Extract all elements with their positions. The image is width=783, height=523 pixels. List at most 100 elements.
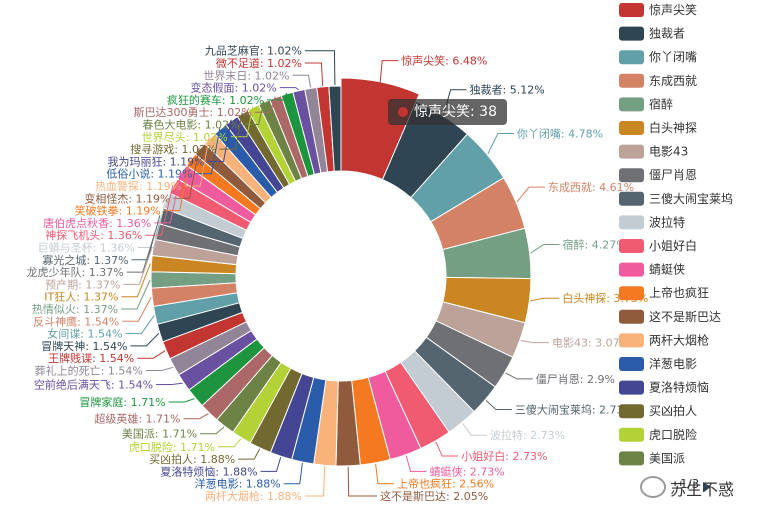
label-line bbox=[242, 101, 265, 125]
slice-label: 微不足道: 1.02% bbox=[216, 56, 302, 70]
legend-item-label[interactable]: 惊声尖笑 bbox=[649, 2, 697, 17]
slice-label: 两杆大烟枪: 1.88% bbox=[205, 489, 302, 503]
label-line bbox=[200, 426, 225, 435]
legend-item-label[interactable]: 你丫闭嘴 bbox=[649, 50, 697, 64]
slice-label: 春色大电影: 1.02% bbox=[142, 117, 239, 131]
slice-label: 巨蟒与圣杯: 1.36% bbox=[38, 240, 135, 254]
legend-item-label[interactable]: 电影43 bbox=[649, 145, 688, 159]
label-line bbox=[279, 87, 299, 91]
legend-next-page-icon[interactable] bbox=[703, 482, 711, 492]
slice-label: 波拉特: 2.73% bbox=[490, 428, 565, 442]
legend-item-label[interactable]: 蜻蜓侠 bbox=[649, 263, 685, 277]
slice-label: 我为玛丽狂: 1.19% bbox=[107, 155, 204, 168]
label-line bbox=[375, 463, 394, 485]
watermark: 苏生不惑 bbox=[640, 476, 780, 500]
legend-item-label[interactable]: 僵尸肖恩 bbox=[649, 168, 697, 182]
legend-item-label[interactable]: 洋葱电影 bbox=[649, 356, 697, 371]
label-line bbox=[168, 398, 195, 403]
label-line bbox=[183, 413, 209, 420]
legend-item-label[interactable]: 宿醉 bbox=[649, 96, 673, 111]
label-line bbox=[516, 186, 545, 203]
legend-swatch[interactable] bbox=[619, 404, 644, 419]
slice-label: 斯巴达300勇士: 1.02% bbox=[134, 106, 252, 119]
label-line bbox=[487, 132, 514, 155]
label-line bbox=[267, 92, 288, 101]
slice-label: 蜻蜓侠: 2.73% bbox=[430, 464, 505, 478]
slice-label: 洋葱电影: 1.88% bbox=[195, 477, 281, 491]
label-line bbox=[347, 466, 377, 497]
slice-label: 超级英雄: 1.71% bbox=[94, 412, 180, 426]
label-line bbox=[462, 422, 487, 436]
tooltip-value: 38 bbox=[479, 104, 497, 120]
label-line bbox=[305, 62, 324, 86]
legend-page-indicator: 1/3 bbox=[680, 477, 699, 491]
legend-item-label[interactable]: 小姐好白 bbox=[649, 238, 697, 253]
legend-item-label[interactable]: 上帝也疯狂 bbox=[649, 285, 709, 300]
legend-item-label[interactable]: 两杆大烟枪 bbox=[649, 332, 709, 347]
legend-swatch[interactable] bbox=[619, 380, 644, 395]
legend-item-label[interactable]: 这不是斯巴达 bbox=[649, 309, 721, 324]
wechat-icon bbox=[640, 476, 666, 498]
legend-swatch[interactable] bbox=[619, 333, 644, 348]
legend-swatch[interactable] bbox=[619, 239, 644, 253]
legend-swatch[interactable] bbox=[619, 262, 644, 277]
slice-label: 预产期: 1.37% bbox=[45, 277, 120, 291]
legend-swatch[interactable] bbox=[619, 144, 644, 159]
slice-label: 王牌贱谍: 1.54% bbox=[48, 351, 134, 365]
slice-label: 这不是斯巴达: 2.05% bbox=[380, 489, 488, 503]
slice-label: 买凶拍人: 1.88% bbox=[149, 452, 235, 466]
legend-item-label[interactable]: 三傻大闹宝莱坞 bbox=[649, 191, 733, 206]
label-line bbox=[137, 350, 166, 359]
legend-swatch[interactable] bbox=[619, 357, 644, 371]
slice-label: 空前绝后满天飞: 1.54% bbox=[34, 378, 153, 392]
legend-item-label[interactable]: 虎口脱险 bbox=[649, 427, 697, 442]
legend-item-label[interactable]: 买凶拍人 bbox=[649, 403, 697, 418]
slice-label: 世界末日: 1.02% bbox=[203, 68, 289, 82]
slice-label: 疯狂的赛车: 1.02% bbox=[167, 93, 264, 107]
slice-label: 女间谍: 1.54% bbox=[47, 327, 122, 341]
legend-swatch[interactable] bbox=[619, 191, 644, 206]
legend-swatch[interactable] bbox=[619, 3, 644, 17]
label-line bbox=[230, 106, 254, 138]
label-line bbox=[207, 119, 232, 162]
legend-item-label[interactable]: 夏洛特烦恼 bbox=[649, 380, 709, 395]
legend-swatch[interactable] bbox=[619, 121, 644, 135]
legend-swatch[interactable] bbox=[619, 451, 644, 466]
legend-item-label[interactable]: 独裁者 bbox=[649, 27, 685, 41]
slice-label: 热血警探: 1.19% bbox=[95, 179, 181, 193]
slice-label: 九品芝麻官: 1.02% bbox=[205, 44, 302, 58]
legend-swatch[interactable] bbox=[619, 286, 644, 301]
slice-label: 你丫闭嘴: 4.78% bbox=[517, 127, 603, 140]
label-line bbox=[173, 148, 200, 199]
tooltip-name: 惊声尖笑 bbox=[414, 104, 470, 120]
label-line bbox=[122, 297, 152, 322]
legend-item-label[interactable]: 东成西就 bbox=[649, 74, 697, 88]
legend-swatch[interactable] bbox=[619, 168, 644, 183]
slice-label: 反斗神鹰: 1.54% bbox=[33, 314, 119, 328]
slice-label: 夏洛特烦恼: 1.88% bbox=[160, 464, 257, 478]
legend-swatch[interactable] bbox=[619, 215, 644, 230]
legend-swatch[interactable] bbox=[619, 26, 644, 41]
label-line bbox=[305, 50, 336, 86]
legend-swatch[interactable] bbox=[619, 309, 644, 324]
slice-label: 神探飞机头: 1.36% bbox=[45, 228, 142, 242]
slice-label: 上帝也疯狂: 2.56% bbox=[397, 477, 494, 491]
slice-label: 冒牌天神: 1.54% bbox=[41, 339, 127, 353]
legend-swatch[interactable] bbox=[619, 73, 644, 88]
slice-label: 寡光之城: 1.37% bbox=[42, 253, 128, 267]
slice-label: 低俗小说: 1.19% bbox=[106, 167, 192, 181]
label-line bbox=[485, 399, 512, 411]
label-line bbox=[435, 441, 459, 457]
pie-slice[interactable] bbox=[328, 85, 342, 172]
slice-label: 世界尽头: 1.02% bbox=[142, 131, 228, 144]
label-line bbox=[379, 60, 399, 89]
legend-swatch[interactable] bbox=[619, 50, 644, 65]
legend-item-label[interactable]: 波拉特 bbox=[649, 214, 685, 229]
legend-item-label[interactable]: 美国派 bbox=[649, 451, 685, 465]
legend-item-label[interactable]: 白头神探 bbox=[649, 120, 697, 135]
legend-swatch[interactable] bbox=[619, 427, 644, 442]
slice-label: 笑破铁拳: 1.19% bbox=[75, 204, 161, 218]
legend-swatch[interactable] bbox=[619, 97, 644, 112]
slice-label: 小姐好白: 2.73% bbox=[461, 449, 547, 463]
slice-label: IT狂人: 1.37% bbox=[44, 291, 118, 304]
